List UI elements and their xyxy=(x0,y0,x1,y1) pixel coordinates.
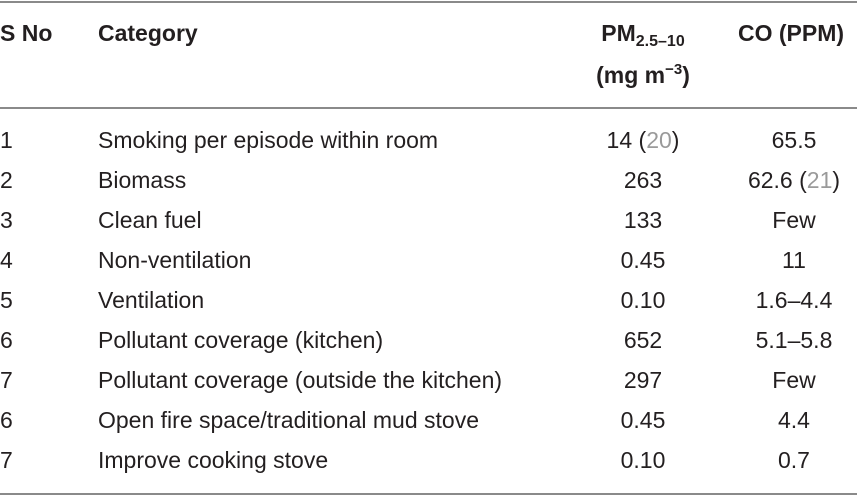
cell-category: Biomass xyxy=(98,167,187,193)
cell-category: Pollutant coverage (outside the kitchen) xyxy=(98,367,503,393)
cell-pm-close: ) xyxy=(671,127,680,153)
table-row: 6 Open fire space/traditional mud stove 0.… xyxy=(0,400,857,440)
table-row: 3 Clean fuel 133 Few xyxy=(0,200,857,240)
cell-pm: 133 xyxy=(580,200,706,240)
header-sno: S No xyxy=(0,20,53,46)
cell-co: 65.5 xyxy=(731,120,857,160)
table-row: 5 Ventilation 0.10 1.6–4.4 xyxy=(0,280,857,320)
cell-co-value: 0.7 xyxy=(778,447,810,473)
header-pm: PM2.5–10 (mg m−3) xyxy=(580,18,706,94)
cell-co: 62.6 (21) xyxy=(731,160,857,200)
cell-co-close: ) xyxy=(832,167,841,193)
cell-co: Few xyxy=(731,200,857,240)
cell-co: Few xyxy=(731,360,857,400)
cell-category: Clean fuel xyxy=(98,207,202,233)
table-row: 1 Smoking per episode within room 14 (20) 6… xyxy=(0,120,857,160)
cell-pm: 263 xyxy=(580,160,706,200)
cell-co: 5.1–5.8 xyxy=(731,320,857,360)
table-top-rule xyxy=(0,1,857,3)
cell-pm-value: 652 xyxy=(623,327,663,353)
cell-co-reference: 21 xyxy=(806,167,833,193)
header-pm-unit-open: (mg m xyxy=(596,62,666,88)
header-co: CO (PPM) xyxy=(738,20,845,46)
cell-sno: 7 xyxy=(0,367,13,393)
header-pm-main: PM xyxy=(601,20,636,46)
header-pm-unit-close: ) xyxy=(682,62,690,88)
cell-pm: 0.10 xyxy=(580,440,706,480)
cell-co-value: 1.6–4.4 xyxy=(755,287,833,313)
cell-co-value: 62.6 ( xyxy=(747,167,807,193)
cell-co-value: 4.4 xyxy=(778,407,810,433)
cell-co-value: 65.5 xyxy=(771,127,817,153)
cell-pm: 0.10 xyxy=(580,280,706,320)
cell-co: 0.7 xyxy=(731,440,857,480)
cell-sno: 6 xyxy=(0,407,13,433)
table-bottom-rule xyxy=(0,493,857,495)
cell-pm-value: 0.45 xyxy=(620,247,666,273)
cell-co: 1.6–4.4 xyxy=(731,280,857,320)
header-category: Category xyxy=(98,20,198,46)
cell-sno: 1 xyxy=(0,127,13,153)
cell-pm: 0.45 xyxy=(580,240,706,280)
cell-sno: 4 xyxy=(0,247,13,273)
header-pm-subscript: 2.5–10 xyxy=(635,33,685,50)
cell-sno: 5 xyxy=(0,287,13,313)
cell-pm-value: 0.45 xyxy=(620,407,666,433)
table-row: 6 Pollutant coverage (kitchen) 652 5.1–5.8 xyxy=(0,320,857,360)
cell-sno: 2 xyxy=(0,167,13,193)
cell-pm-value: 0.10 xyxy=(620,447,666,473)
header-pm-unit-superscript: −3 xyxy=(665,61,683,78)
table-row: 4 Non-ventilation 0.45 11 xyxy=(0,240,857,280)
header-pm-unit: (mg m−3) xyxy=(580,60,706,94)
cell-co-value: 11 xyxy=(782,247,806,273)
cell-category: Smoking per episode within room xyxy=(98,127,439,153)
cell-co-value: Few xyxy=(772,367,816,393)
header-divider-rule xyxy=(0,107,857,109)
table-row: 7 Improve cooking stove 0.10 0.7 xyxy=(0,440,857,480)
cell-pm-reference: 20 xyxy=(646,127,672,153)
table-row: 2 Biomass 263 62.6 (21) xyxy=(0,160,857,200)
cell-pm: 297 xyxy=(580,360,706,400)
cell-category: Open fire space/traditional mud stove xyxy=(98,407,479,433)
cell-sno: 6 xyxy=(0,327,13,353)
cell-category: Improve cooking stove xyxy=(98,447,329,473)
cell-sno: 7 xyxy=(0,447,13,473)
table-row: 7 Pollutant coverage (outside the kitchen… xyxy=(0,360,857,400)
cell-co: 4.4 xyxy=(731,400,857,440)
cell-pm-value: 297 xyxy=(623,367,663,393)
cell-pm-value: 0.10 xyxy=(620,287,666,313)
cell-pm-value: 133 xyxy=(623,207,663,233)
cell-pm: 14 (20) xyxy=(580,120,706,160)
cell-pm: 0.45 xyxy=(580,400,706,440)
cell-category: Non-ventilation xyxy=(98,247,252,273)
cell-pm-value: 263 xyxy=(623,167,663,193)
cell-pm: 652 xyxy=(580,320,706,360)
cell-co-value: 5.1–5.8 xyxy=(755,327,833,353)
cell-pm-value: 14 ( xyxy=(606,127,647,153)
cell-co: 11 xyxy=(731,240,857,280)
cell-category: Pollutant coverage (kitchen) xyxy=(98,327,384,353)
cell-sno: 3 xyxy=(0,207,13,233)
cell-co-value: Few xyxy=(772,207,816,233)
cell-category: Ventilation xyxy=(98,287,205,313)
